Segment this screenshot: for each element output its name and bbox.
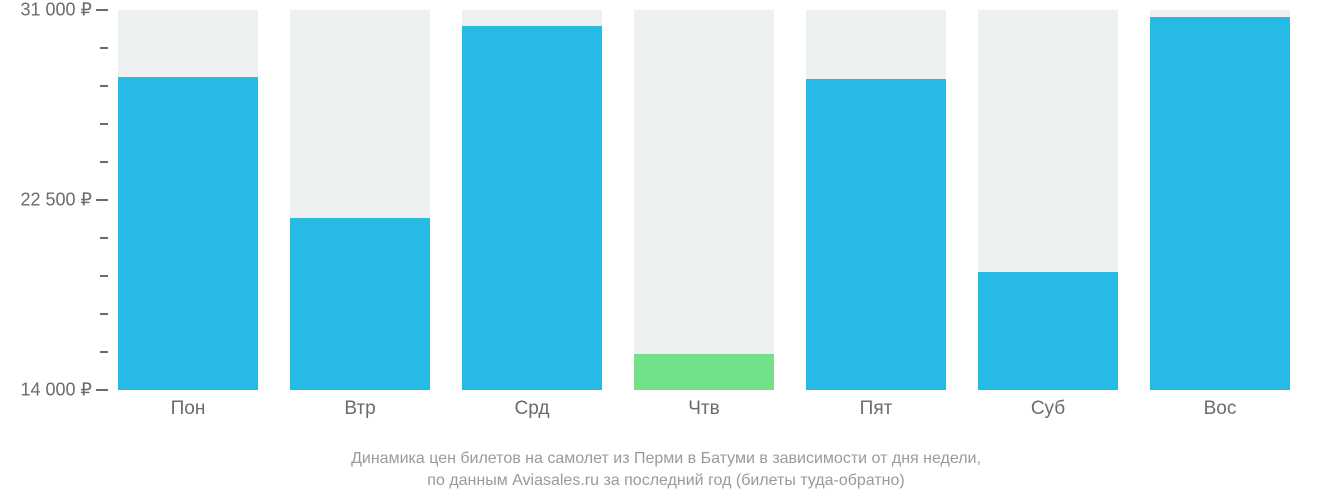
bar-slot [290,10,430,390]
y-axis-label: 22 500 ₽ [20,190,92,211]
x-axis-label: Пон [171,398,206,420]
y-axis-minor-tick [100,85,108,87]
y-axis-tick [96,199,108,201]
y-axis-tick [96,9,108,11]
y-axis: 31 000 ₽22 500 ₽14 000 ₽ [0,10,110,390]
bar-slot [462,10,602,390]
x-axis-label: Чтв [688,398,719,420]
bar [118,77,258,390]
bar-slot [978,10,1118,390]
y-axis-minor-tick [100,47,108,49]
plot-area: ПонВтрСрдЧтвПятСубВос [118,10,1322,390]
bar-slot [634,10,774,390]
bar [806,79,946,390]
y-axis-minor-tick [100,351,108,353]
x-axis-label: Суб [1031,398,1065,420]
y-axis-minor-tick [100,237,108,239]
bar-background [634,10,774,390]
y-axis-label: 14 000 ₽ [20,380,92,401]
bar [978,272,1118,390]
x-axis-label: Срд [515,398,550,420]
bar [462,26,602,390]
price-chart: 31 000 ₽22 500 ₽14 000 ₽ ПонВтрСрдЧтвПят… [0,10,1332,430]
x-axis-label: Вос [1204,398,1237,420]
bar-slot [806,10,946,390]
bar-slot [1150,10,1290,390]
bar [634,354,774,390]
y-axis-tick [96,389,108,391]
caption-line-1: Динамика цен билетов на самолет из Перми… [0,448,1332,470]
y-axis-minor-tick [100,161,108,163]
y-axis-minor-tick [100,275,108,277]
y-axis-minor-tick [100,123,108,125]
x-axis-label: Пят [860,398,893,420]
y-axis-label: 31 000 ₽ [20,0,92,21]
y-axis-minor-tick [100,313,108,315]
caption-line-2: по данным Aviasales.ru за последний год … [0,470,1332,492]
x-axis-label: Втр [344,398,375,420]
bar [290,218,430,390]
chart-caption: Динамика цен билетов на самолет из Перми… [0,448,1332,492]
bar-slot [118,10,258,390]
bar [1150,17,1290,390]
